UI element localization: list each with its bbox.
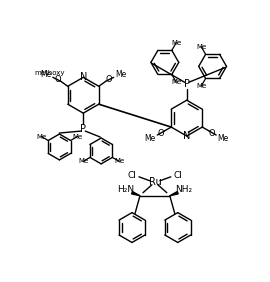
Text: Ru: Ru <box>148 177 161 187</box>
Text: H₂N: H₂N <box>117 185 135 194</box>
Text: N: N <box>80 72 87 82</box>
Text: Me: Me <box>115 70 126 79</box>
Text: Me: Me <box>78 158 88 164</box>
Text: Me: Me <box>114 158 124 164</box>
Text: Me: Me <box>171 39 181 46</box>
Polygon shape <box>131 191 140 196</box>
Text: Me: Me <box>196 44 206 50</box>
Text: O: O <box>209 129 215 138</box>
Text: Me: Me <box>218 133 229 142</box>
Text: Cl: Cl <box>173 171 182 180</box>
Text: methoxy: methoxy <box>35 70 65 76</box>
Text: O: O <box>55 75 61 84</box>
Text: Me: Me <box>171 79 181 85</box>
Text: Me: Me <box>145 133 156 142</box>
Text: Me: Me <box>36 133 46 140</box>
Text: P: P <box>80 124 86 134</box>
Text: Cl: Cl <box>128 171 136 180</box>
Polygon shape <box>170 191 178 196</box>
Text: P: P <box>184 79 190 89</box>
Text: N: N <box>183 131 190 141</box>
Text: NH₂: NH₂ <box>175 185 192 194</box>
Text: Me: Me <box>196 83 206 89</box>
Text: Me: Me <box>40 70 52 79</box>
Text: O: O <box>105 75 112 84</box>
Text: O: O <box>158 129 165 138</box>
Text: Me: Me <box>72 133 83 140</box>
